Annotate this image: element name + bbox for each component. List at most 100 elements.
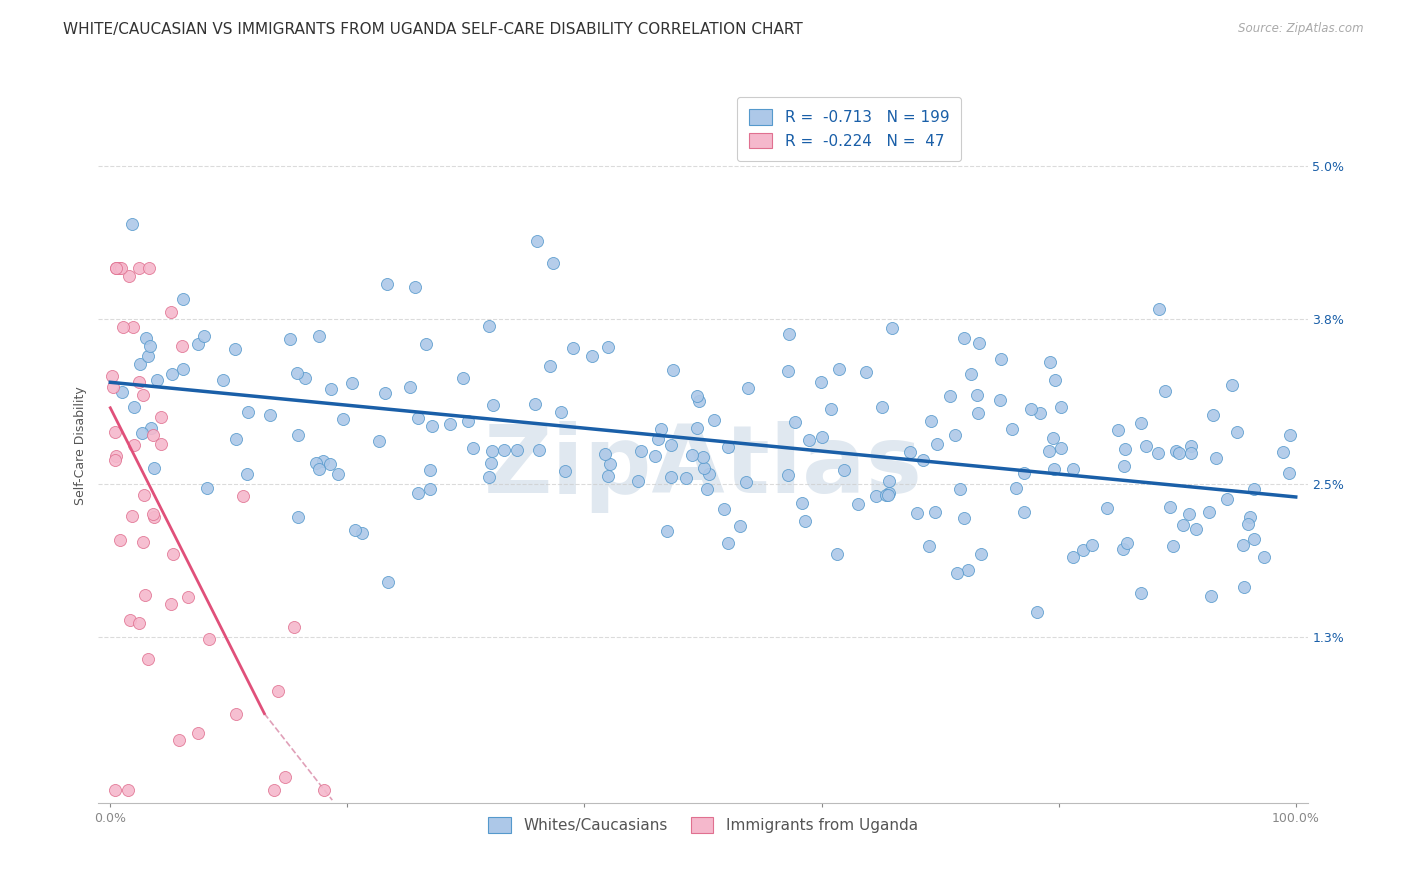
Point	[1049, 441, 1071, 455]
Point	[142, 507, 165, 521]
Point	[101, 369, 124, 384]
Point	[278, 332, 301, 346]
Point	[187, 337, 209, 351]
Point	[422, 419, 444, 434]
Point	[696, 483, 718, 497]
Point	[131, 426, 153, 441]
Point	[236, 467, 259, 482]
Point	[870, 400, 893, 414]
Point	[319, 458, 342, 472]
Point	[1026, 605, 1049, 619]
Point	[692, 460, 714, 475]
Point	[294, 371, 316, 385]
Point	[943, 428, 966, 442]
Text: WHITE/CAUCASIAN VS IMMIGRANTS FROM UGANDA SELF-CARE DISABILITY CORRELATION CHART: WHITE/CAUCASIAN VS IMMIGRANTS FROM UGAND…	[63, 22, 803, 37]
Point	[877, 475, 900, 489]
Point	[505, 443, 527, 458]
Point	[1114, 442, 1136, 456]
Point	[143, 510, 166, 524]
Point	[368, 434, 391, 448]
Point	[110, 260, 132, 275]
Point	[132, 388, 155, 402]
Point	[1021, 402, 1043, 417]
Point	[554, 464, 576, 478]
Point	[308, 461, 330, 475]
Point	[657, 524, 679, 539]
Point	[1014, 466, 1036, 480]
Point	[1180, 446, 1202, 460]
Point	[734, 475, 756, 489]
Point	[1111, 541, 1133, 556]
Point	[104, 260, 127, 275]
Point	[599, 457, 621, 471]
Point	[925, 437, 948, 451]
Point	[187, 726, 209, 740]
Point	[877, 486, 900, 500]
Point	[134, 588, 156, 602]
Point	[960, 367, 983, 381]
Point	[855, 365, 877, 379]
Point	[778, 467, 800, 482]
Point	[1005, 481, 1028, 495]
Point	[1243, 482, 1265, 496]
Point	[828, 362, 851, 376]
Point	[1239, 510, 1261, 524]
Point	[1081, 537, 1104, 551]
Point	[811, 430, 834, 444]
Point	[105, 450, 128, 464]
Point	[494, 442, 516, 457]
Point	[117, 783, 139, 797]
Point	[267, 684, 290, 698]
Point	[697, 467, 720, 481]
Point	[1180, 439, 1202, 453]
Point	[319, 382, 342, 396]
Point	[160, 597, 183, 611]
Point	[1253, 549, 1275, 564]
Point	[778, 364, 800, 378]
Point	[647, 432, 669, 446]
Point	[122, 400, 145, 414]
Point	[1028, 406, 1050, 420]
Point	[1095, 501, 1118, 516]
Point	[650, 422, 672, 436]
Point	[135, 331, 157, 345]
Point	[142, 428, 165, 442]
Point	[1233, 580, 1256, 594]
Point	[561, 341, 583, 355]
Point	[945, 566, 967, 581]
Point	[876, 488, 898, 502]
Point	[225, 432, 247, 446]
Point	[139, 338, 162, 352]
Point	[103, 380, 125, 394]
Point	[162, 367, 184, 381]
Point	[1129, 416, 1152, 430]
Point	[716, 440, 738, 454]
Point	[1135, 439, 1157, 453]
Point	[481, 443, 503, 458]
Point	[377, 575, 399, 590]
Point	[967, 336, 990, 351]
Point	[1062, 550, 1084, 565]
Point	[404, 279, 426, 293]
Point	[121, 509, 143, 524]
Point	[990, 351, 1012, 366]
Point	[139, 421, 162, 435]
Point	[198, 632, 221, 647]
Point	[439, 417, 461, 431]
Point	[142, 461, 165, 475]
Point	[224, 342, 246, 356]
Point	[644, 450, 666, 464]
Point	[1202, 409, 1225, 423]
Point	[939, 389, 962, 403]
Point	[865, 489, 887, 503]
Point	[419, 482, 441, 496]
Point	[1014, 505, 1036, 519]
Point	[103, 453, 125, 467]
Point	[1279, 428, 1302, 442]
Point	[661, 363, 683, 377]
Point	[104, 783, 127, 797]
Point	[905, 506, 928, 520]
Point	[312, 454, 335, 468]
Point	[132, 488, 155, 502]
Point	[326, 467, 349, 482]
